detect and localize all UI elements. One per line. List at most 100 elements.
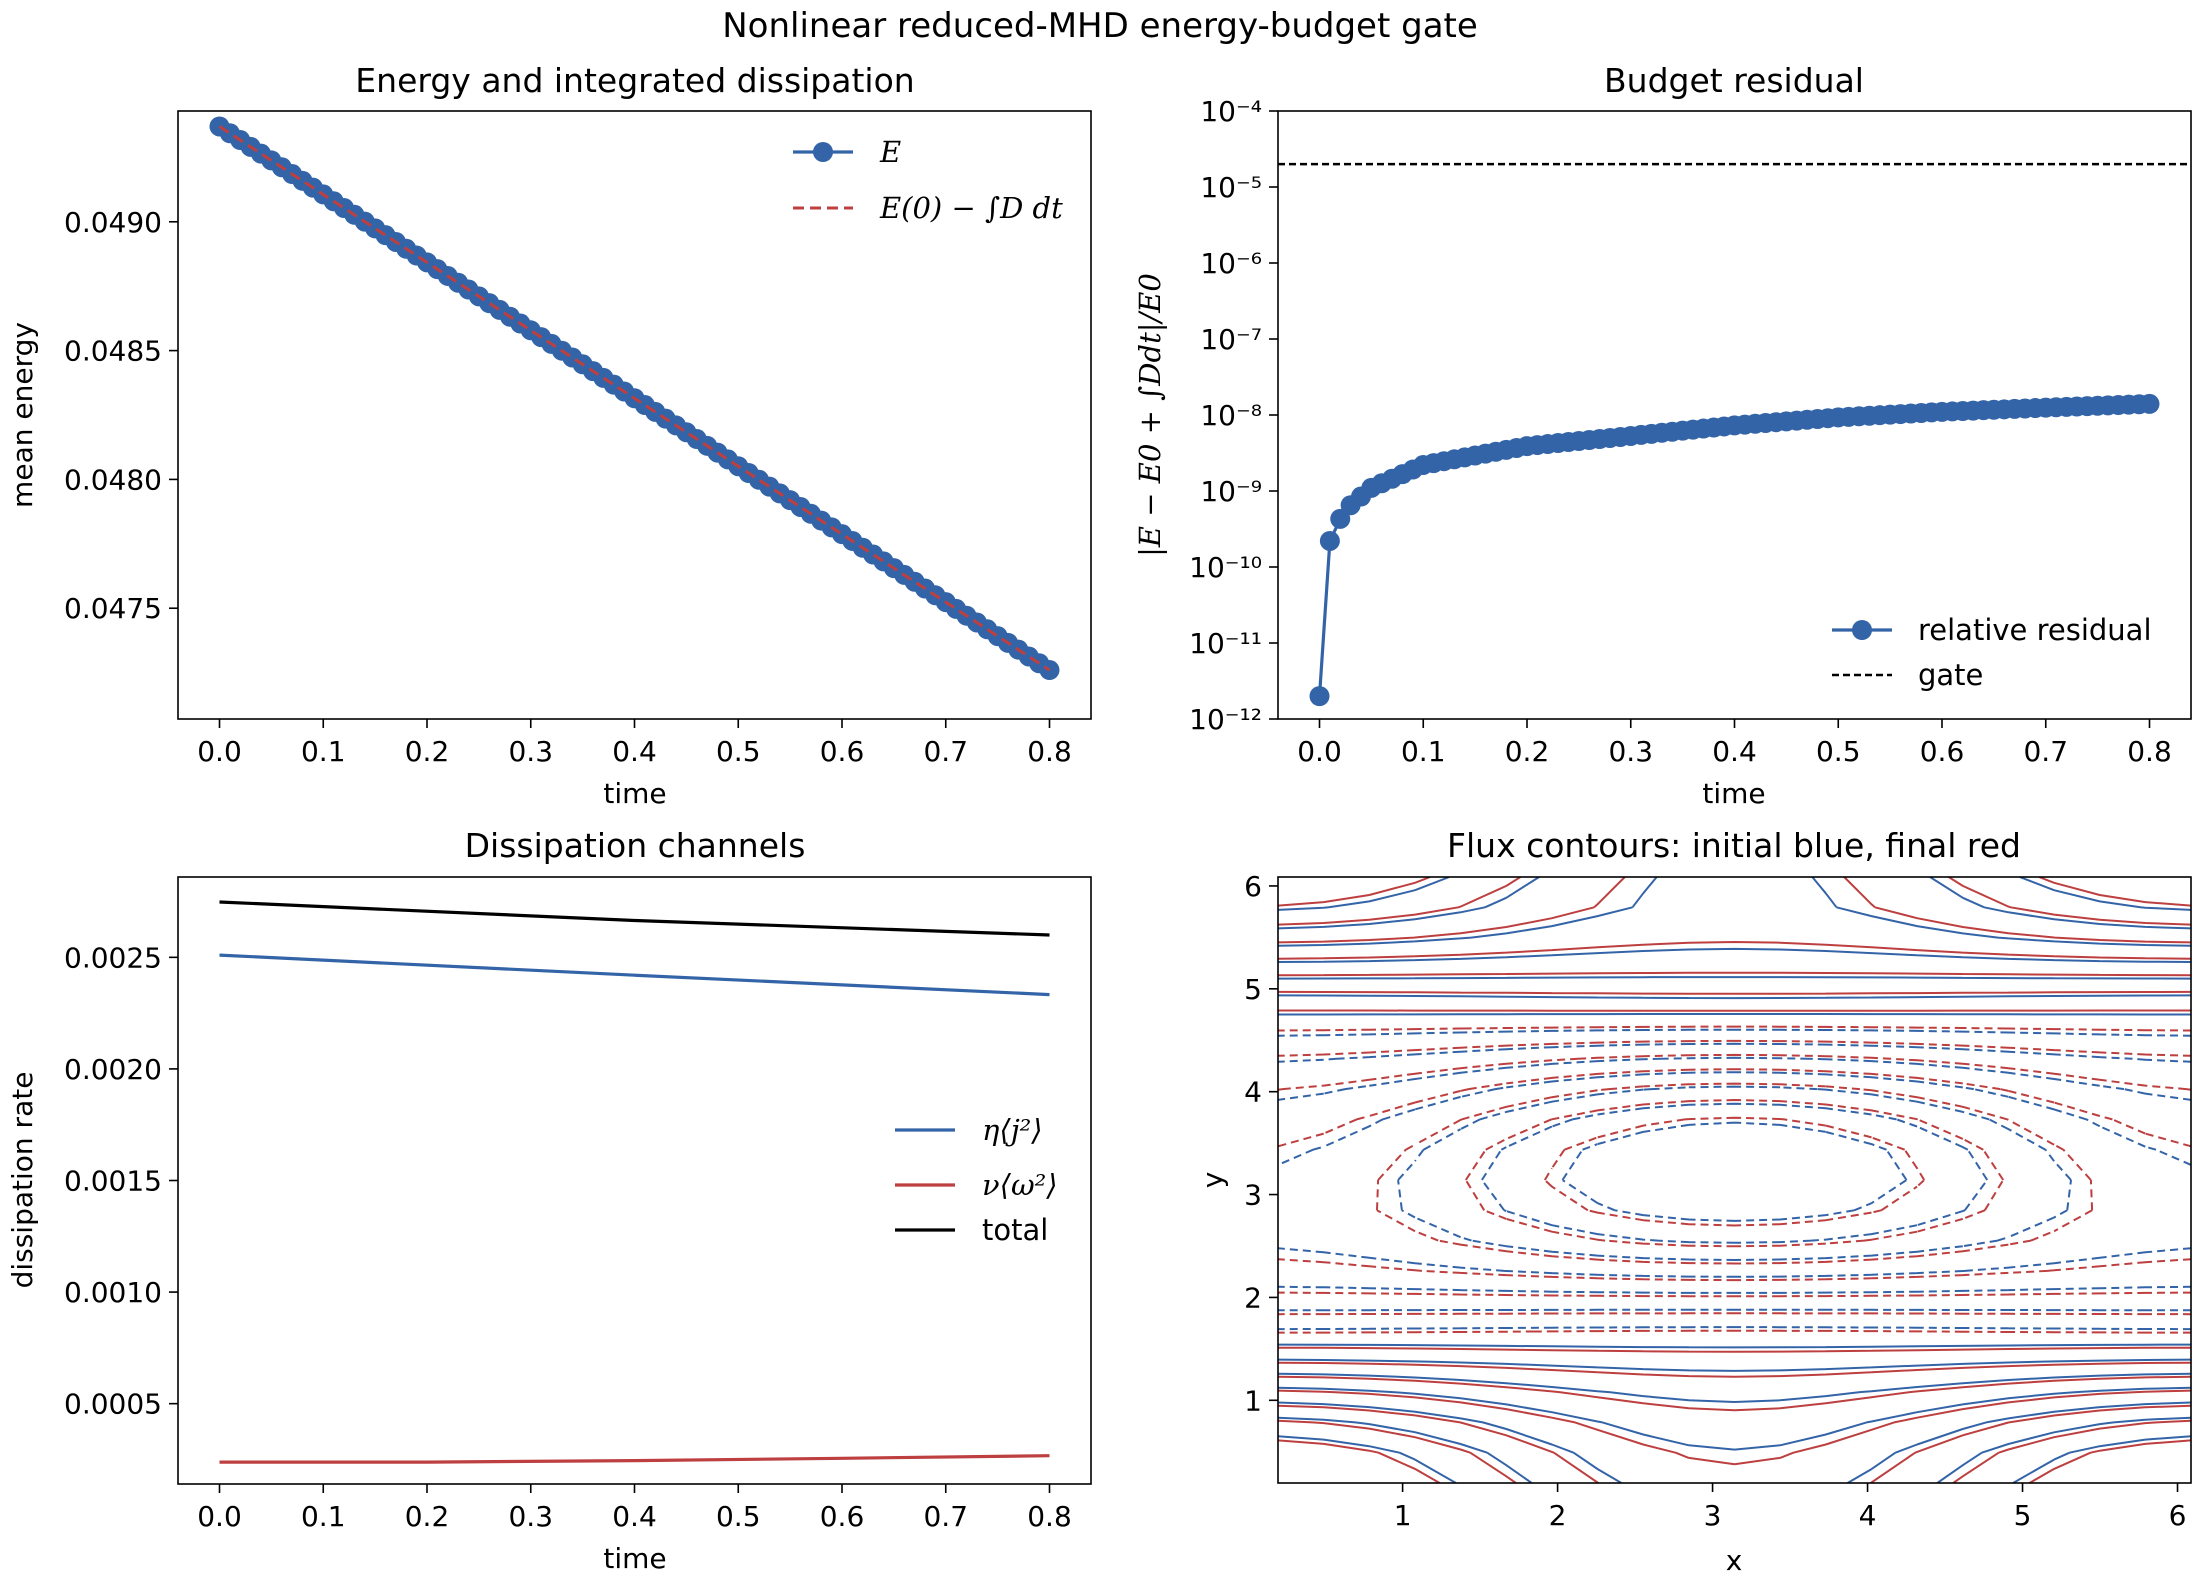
dissipation-series-0: [219, 953, 1050, 997]
x-tick-label: 0.8: [1027, 1500, 1072, 1533]
contour-final: [1278, 1039, 2191, 1316]
x-tick-label: 0.2: [405, 1500, 450, 1533]
contour-initial: [1278, 1071, 2191, 1278]
contour-final: [1278, 1009, 2191, 1353]
x-tick-label: 0.1: [301, 1500, 346, 1533]
contour-final: [1376, 1082, 2094, 1265]
y-tick-label: 0.0025: [64, 941, 162, 974]
x-tick-label: 0.5: [1816, 735, 1861, 768]
y-tick-label: 10⁻¹¹: [1189, 627, 1262, 660]
energy-series-integrated-line: [218, 125, 1051, 672]
legend-label-relative-residual: relative residual: [1918, 613, 2152, 647]
x-tick-label: 6: [2169, 1499, 2187, 1532]
energy-panel-title: Energy and integrated dissipation: [355, 61, 914, 100]
legend-label-integrated: E(0) − ∫D dt: [879, 191, 1063, 225]
residual-point: [1319, 530, 1340, 551]
x-tick-label: 0.7: [923, 735, 968, 768]
contour-initial: [1278, 1013, 2191, 1349]
y-tick-label: 4: [1244, 1076, 1262, 1109]
contour-initial: [1481, 1102, 1989, 1244]
dissipation-panel-title: Dissipation channels: [465, 826, 806, 865]
contour-initial: [1397, 1085, 2072, 1261]
contour-final: [1278, 971, 2191, 1412]
x-tick-label: 0.0: [197, 1500, 242, 1533]
energy-ylabel: mean energy: [6, 322, 39, 508]
residual-panel-title: Budget residual: [1604, 61, 1864, 100]
y-tick-label: 1: [1244, 1384, 1262, 1417]
y-tick-label: 10⁻⁸: [1200, 399, 1262, 432]
legend-label-E: E: [879, 135, 901, 169]
contour-axes: 1 2 3 4 5 6 1 2 3 4 5 6: [1244, 870, 2186, 1532]
x-tick-label: 0.2: [405, 735, 450, 768]
x-tick-label: 0.8: [1027, 735, 1072, 768]
y-tick-label: 3: [1244, 1179, 1262, 1212]
x-tick-label: 3: [1704, 1499, 1722, 1532]
x-tick-label: 0.3: [508, 1500, 553, 1533]
residual-point: [2139, 393, 2160, 414]
y-tick-label: 0.0490: [64, 206, 162, 239]
x-tick-label: 0.2: [1505, 735, 1550, 768]
legend-label-gate: gate: [1918, 658, 1983, 692]
contour-final: [1464, 1099, 2005, 1248]
residual-axes-frame: [1277, 110, 2192, 720]
x-tick-label: 0.6: [820, 1500, 865, 1533]
dissipation-xlabel: time: [603, 1542, 666, 1575]
y-tick-label: 10⁻¹²: [1189, 703, 1262, 736]
residual-legend: relative residual gate: [1832, 613, 2152, 692]
contour-initial: [1278, 877, 2191, 1483]
residual-point: [1330, 508, 1351, 529]
contour-final: [1278, 877, 2191, 1483]
contour-panel: Flux contours: initial blue, final red 1…: [1196, 826, 2192, 1577]
contour-final: [1543, 1116, 1926, 1227]
x-tick-label: 1: [1394, 1499, 1412, 1532]
y-tick-label: 10⁻⁷: [1200, 323, 1262, 356]
x-tick-label: 0.3: [508, 735, 553, 768]
residual-axes: 0.0 0.1 0.2 0.3 0.4 0.5 0.6 0.7 0.8 10⁻¹² 10⁻¹¹ 10⁻…: [1189, 95, 2172, 768]
dissipation-panel: Dissipation channels 0.0 0.1 0.2 0.3 0.4 0.5 0…: [6, 826, 1092, 1575]
dissipation-plot-area: [219, 900, 1050, 1464]
x-tick-label: 4: [1859, 1499, 1877, 1532]
x-tick-label: 0.4: [612, 1500, 657, 1533]
dissipation-ylabel: dissipation rate: [6, 1072, 39, 1289]
y-tick-label: 0.0005: [64, 1388, 162, 1421]
y-tick-label: 0.0480: [64, 463, 162, 496]
dissipation-series-1: [219, 1454, 1050, 1464]
contour-ylabel: y: [1196, 1172, 1229, 1189]
legend-label-eta: η⟨j²⟩: [982, 1113, 1043, 1147]
contour-final: [1278, 877, 2191, 1483]
contour-final: [1278, 990, 2191, 1378]
energy-plot-area: [209, 116, 1060, 681]
contour-initial: [1278, 947, 2191, 1451]
y-tick-label: 0.0485: [64, 335, 162, 368]
residual-ylabel: |E − E0 + ∫Ddt|/E0: [1133, 273, 1167, 557]
x-tick-label: 0.8: [2127, 735, 2172, 768]
x-tick-label: 0.1: [301, 735, 346, 768]
contour-final: [1278, 1053, 2191, 1298]
x-tick-label: 5: [2014, 1499, 2032, 1532]
contour-initial: [1561, 1121, 1908, 1222]
energy-legend: E E(0) − ∫D dt: [793, 135, 1063, 225]
contour-final: [1278, 1068, 2191, 1282]
legend-marker-relative-residual: [1852, 620, 1872, 640]
figure-suptitle: Nonlinear reduced-MHD energy-budget gate: [722, 6, 1478, 46]
contour-panel-title: Flux contours: initial blue, final red: [1447, 826, 2021, 865]
y-tick-label: 5: [1244, 973, 1262, 1006]
residual-plot-area: [1278, 162, 2191, 707]
x-tick-label: 2: [1549, 1499, 1567, 1532]
energy-axes: 0.0 0.1 0.2 0.3 0.4 0.5 0.6 0.7 0.8 0.0475 0.0480 0…: [64, 206, 1072, 768]
x-tick-label: 0.0: [197, 735, 242, 768]
x-tick-label: 0.5: [716, 1500, 761, 1533]
contour-xlabel: x: [1726, 1544, 1743, 1577]
contour-initial: [1278, 877, 2191, 1483]
energy-axes-frame: [177, 110, 1092, 720]
residual-panel: Budget residual 0.0 0.1 0.2 0.3 0.4 0.5 0.6 0.7…: [1133, 61, 2192, 810]
dissipation-axes: 0.0 0.1 0.2 0.3 0.4 0.5 0.6 0.7 0.8 0.0005 0.0010 0…: [64, 941, 1072, 1533]
contour-initial: [1278, 994, 2191, 1372]
contour-initial: [1278, 1056, 2191, 1294]
x-tick-label: 0.4: [1712, 735, 1757, 768]
x-tick-label: 0.7: [2023, 735, 2068, 768]
y-tick-label: 10⁻⁶: [1200, 247, 1262, 280]
x-tick-label: 0.6: [820, 735, 865, 768]
y-tick-label: 0.0015: [64, 1165, 162, 1198]
